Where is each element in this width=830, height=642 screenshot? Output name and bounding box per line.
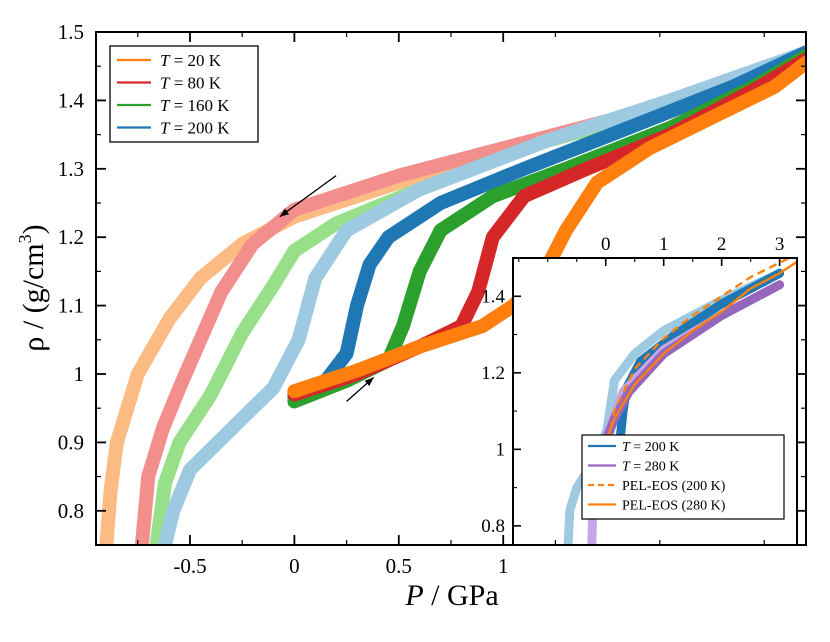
legend-box (109, 45, 259, 143)
y-tick-label: 1 (74, 362, 85, 386)
inset-x-tick-label: 2 (717, 234, 727, 255)
legend-label: T = 200 K (160, 119, 230, 138)
inset-y-tick-label: 1.4 (481, 286, 505, 307)
inset-legend-label: T = 280 K (622, 460, 679, 475)
series-0-compression (287, 55, 806, 399)
legend-label: T = 20 K (160, 51, 222, 70)
x-axis-title: P / GPa (404, 579, 498, 612)
inset-y-tick-label: 1 (496, 439, 506, 460)
inset-y-tick-label: 1.2 (481, 363, 505, 384)
y-tick-label: 1.2 (58, 225, 84, 249)
inset-x-tick-label: 3 (775, 234, 785, 255)
y-axis-superscript: 3 (15, 234, 35, 243)
inset-x-tick-label: 0 (601, 234, 611, 255)
x-tick-label: 1 (498, 554, 509, 578)
y-tick-label: 0.9 (58, 430, 84, 454)
series-3-compression (287, 45, 806, 405)
inset-legend-label: PEL-EOS (200 K) (622, 479, 726, 494)
inset-legend-label: T = 200 K (622, 440, 679, 455)
main-legend: T = 20 K T = 80 K T = 160 K T = 200 K (109, 45, 259, 143)
y-tick-label: 0.8 (58, 499, 84, 523)
legend-label: T = 160 K (160, 96, 230, 115)
y-axis-close: ) (17, 224, 50, 234)
y-tick-label: 1.1 (58, 294, 84, 318)
y-tick-label: 1.5 (58, 20, 84, 44)
y-tick-label: 1.4 (58, 88, 85, 112)
y-axis-label: ρ / (g/cm (17, 243, 50, 351)
inset-series-2-curve (601, 258, 793, 481)
inset-axes: 0 1 2 3 0.8 1 1.2 1.4 (481, 234, 784, 537)
x-tick-label: -0.5 (173, 554, 206, 578)
y-axis-title: ρ / (g/cm3) (15, 224, 50, 351)
x-tick-label: 0 (289, 554, 300, 578)
inset-legend-label: PEL-EOS (280 K) (622, 499, 726, 514)
inset-y-tick-label: 0.8 (481, 516, 505, 537)
y-tick-label: 1.3 (58, 157, 84, 181)
inset-legend: T = 200 K T = 280 K PEL-EOS (200 K) PEL-EOS… (581, 434, 785, 520)
series-3-decompression (157, 45, 806, 545)
inset-series-3-curve (595, 260, 797, 484)
main-axes: -0.5 0 0.5 1 0.8 0.9 1 1.1 1.2 1.3 1.4 1.5 (58, 20, 806, 578)
x-axis-variable: P (404, 579, 423, 612)
inset-x-tick-label: 1 (659, 234, 669, 255)
legend-label: T = 80 K (160, 74, 222, 93)
x-tick-label: 0.5 (386, 554, 412, 578)
compression-arrow (346, 376, 375, 402)
main-annotations (279, 175, 375, 402)
main-series-group (99, 45, 806, 545)
decompression-arrow (279, 175, 337, 218)
x-axis-unit: / GPa (424, 579, 499, 612)
